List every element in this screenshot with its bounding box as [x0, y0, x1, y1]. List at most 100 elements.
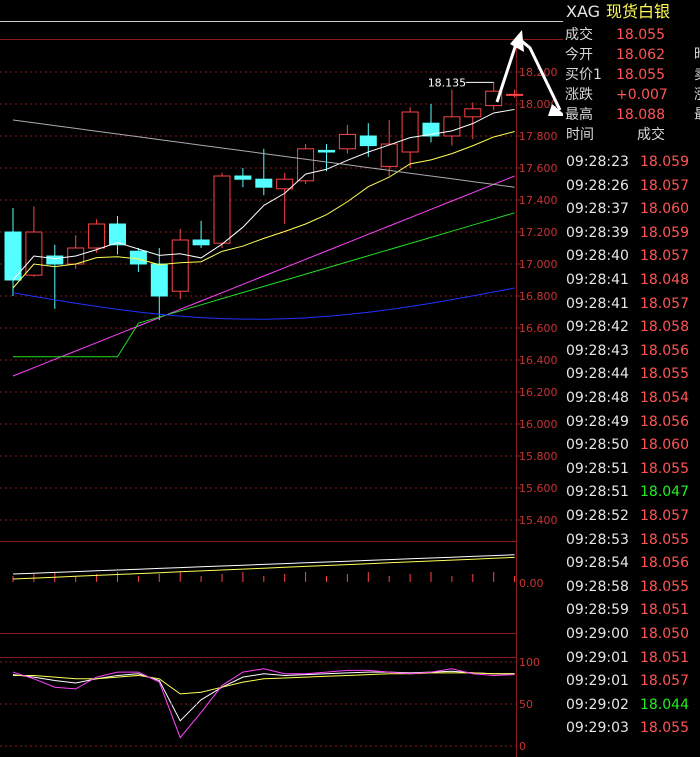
kdj-tick-label: 50	[519, 698, 533, 711]
candle	[401, 107, 419, 168]
tick-row[interactable]: 09:29:00 18.050	[563, 623, 700, 646]
candle	[464, 102, 482, 140]
tick-price: 18.056	[640, 555, 689, 572]
candle	[150, 248, 168, 320]
tick-row[interactable]: 09:28:59 18.051	[563, 599, 700, 622]
tick-row[interactable]: 09:28:42 18.058	[563, 316, 700, 339]
candle	[380, 120, 398, 176]
tick-price: 18.055	[640, 366, 689, 383]
candle-body	[255, 178, 273, 188]
tick-row[interactable]: 09:28:51 18.047	[563, 481, 700, 504]
macd-dif-line	[12, 554, 515, 575]
quote-truncated-label: 最	[694, 105, 700, 125]
annotation-arrowhead	[548, 104, 563, 116]
tick-row[interactable]: 09:28:23 18.059	[563, 151, 700, 174]
tick-row[interactable]: 09:28:53 18.055	[563, 529, 700, 552]
candle	[318, 144, 335, 172]
tick-price: 18.060	[640, 437, 689, 454]
tick-row[interactable]: 09:28:41 18.057	[563, 293, 700, 316]
candle-body	[129, 250, 147, 265]
tick-time: 09:28:48	[566, 390, 629, 406]
tick-price: 18.047	[640, 484, 689, 501]
price-tick-label: 15.400	[519, 514, 558, 527]
kline-chart[interactable]: 18.200 18.000 17.800 17.600 17.400 17.200 17.0…	[0, 0, 563, 757]
tick-price: 18.051	[640, 602, 689, 619]
candle-body	[213, 175, 231, 244]
quote-row: 涨跌 +0.007 涨	[563, 85, 700, 105]
tick-row[interactable]: 09:28:37 18.060	[563, 198, 700, 221]
candle	[213, 172, 231, 248]
tick-price: 18.057	[640, 177, 689, 194]
candle-body	[25, 231, 43, 276]
tick-row[interactable]: 09:28:41 18.048	[563, 269, 700, 292]
tick-price: 18.054	[640, 390, 689, 406]
tick-price: 18.055	[640, 578, 689, 595]
quote-value: 18.055	[616, 67, 665, 83]
tick-price: 18.057	[640, 673, 689, 690]
tick-row[interactable]: 09:28:52 18.057	[563, 505, 700, 528]
tick-row[interactable]: 09:28:43 18.056	[563, 340, 700, 363]
ma120-line	[12, 119, 515, 188]
tick-price: 18.058	[640, 319, 689, 336]
tick-list-header: 时间 成交	[563, 121, 700, 149]
macd-dea-line	[12, 556, 515, 580]
tick-row[interactable]: 09:28:54 18.056	[563, 552, 700, 575]
candle	[4, 208, 22, 296]
tick-row[interactable]: 09:28:39 18.059	[563, 222, 700, 245]
tick-row[interactable]: 09:29:03 18.055	[563, 717, 700, 740]
quote-label: 涨跌	[565, 87, 593, 103]
candle-body	[234, 175, 252, 180]
price-tick-label: 16.800	[519, 290, 558, 303]
tick-time: 09:29:01	[566, 673, 629, 690]
tick-row[interactable]: 09:28:40 18.057	[563, 245, 700, 268]
tick-price: 18.055	[640, 531, 689, 548]
tick-header-time: 时间	[566, 127, 594, 143]
candle	[359, 123, 377, 157]
tick-time: 09:29:00	[566, 626, 629, 642]
quote-truncated-label: 涨	[694, 85, 700, 105]
annotation-arrowhead	[510, 30, 524, 52]
tick-time: 09:28:40	[566, 248, 629, 265]
candle	[276, 172, 294, 224]
tick-time: 09:28:41	[566, 272, 629, 288]
candle	[422, 104, 440, 143]
ma60-line	[12, 287, 515, 320]
tick-row[interactable]: 09:28:49 18.056	[563, 411, 700, 434]
candle	[506, 89, 524, 98]
tick-row[interactable]: 09:28:48 18.054	[563, 387, 700, 410]
candle	[46, 244, 64, 309]
tick-price: 18.057	[640, 248, 689, 265]
candle-body	[46, 255, 64, 265]
tick-row[interactable]: 09:29:01 18.057	[563, 670, 700, 693]
tick-row[interactable]: 09:28:44 18.055	[563, 363, 700, 386]
tick-time: 09:28:51	[566, 460, 629, 477]
tick-row[interactable]: 09:29:01 18.051	[563, 647, 700, 670]
tick-row[interactable]: 09:28:26 18.057	[563, 175, 700, 198]
candle-body	[297, 148, 315, 182]
kdj-tick-label: 0	[519, 740, 526, 753]
tick-row[interactable]: 09:28:58 18.055	[563, 576, 700, 599]
tick-row[interactable]: 09:28:51 18.055	[563, 458, 700, 481]
price-tick-label: 15.800	[519, 450, 558, 463]
tick-price: 18.051	[640, 649, 689, 666]
candle-body	[171, 239, 189, 292]
price-tick-label: 17.600	[519, 162, 558, 175]
tick-header-price: 成交	[637, 127, 665, 143]
annotation-arrow	[495, 35, 562, 111]
tick-row[interactable]: 09:29:02 18.044	[563, 694, 700, 717]
tick-price: 18.048	[640, 272, 689, 288]
quote-value: 18.088	[616, 107, 665, 123]
quote-label: 买价1	[565, 67, 602, 83]
tick-time: 09:28:49	[566, 413, 629, 430]
candle	[297, 144, 315, 184]
tick-time: 09:28:50	[566, 437, 629, 454]
candle-body	[464, 108, 482, 118]
candle-body	[88, 223, 106, 249]
symbol-header: XAG 现货白银	[563, 0, 700, 24]
candle	[25, 206, 43, 277]
tick-price: 18.055	[640, 460, 689, 477]
candle	[443, 89, 461, 146]
ma5-line	[12, 108, 515, 281]
tick-row[interactable]: 09:28:50 18.060	[563, 434, 700, 457]
candle	[109, 216, 126, 255]
